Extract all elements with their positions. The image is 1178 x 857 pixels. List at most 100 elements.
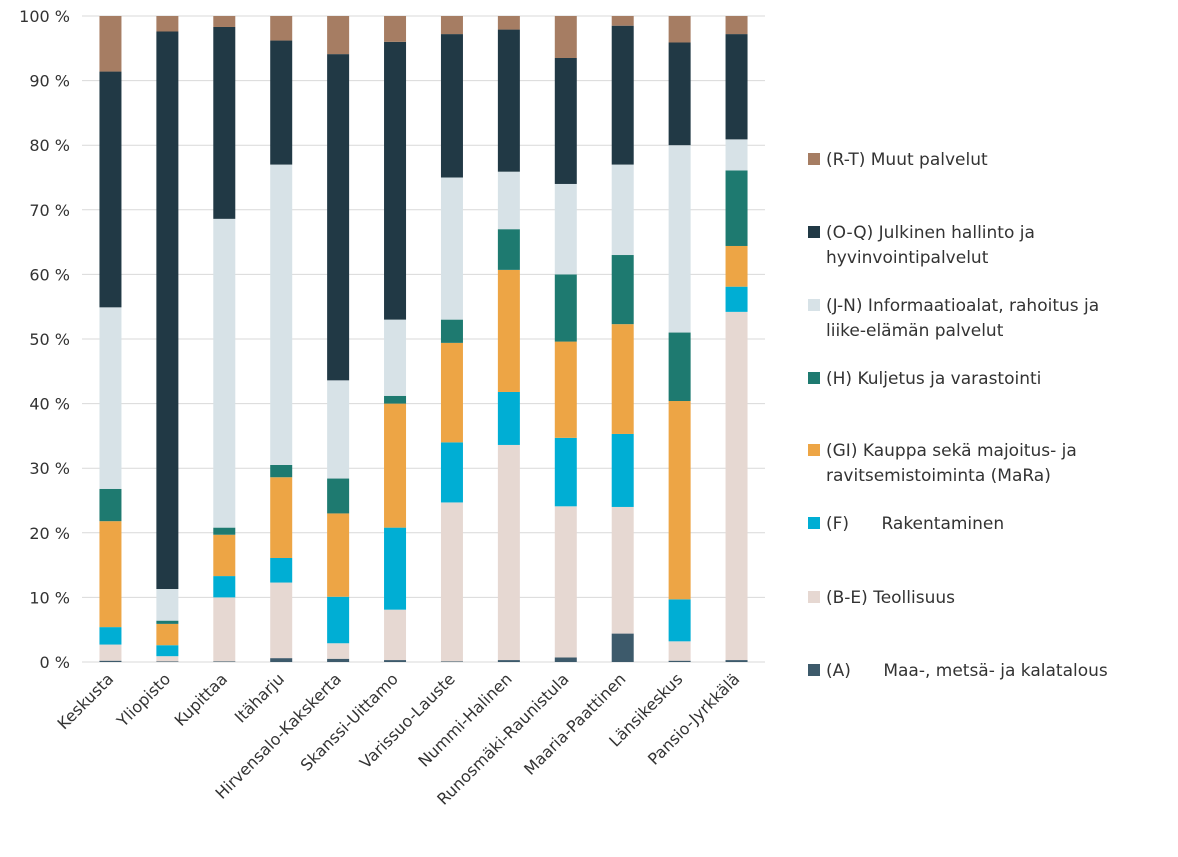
bar-segment [213, 661, 236, 662]
bar-segment [384, 660, 407, 662]
bar-segment [213, 26, 236, 219]
bar-segment [270, 16, 293, 41]
bar-segment [270, 477, 293, 558]
y-tick-label: 100 % [19, 7, 70, 26]
bar-segment [725, 311, 748, 661]
bar-segment [440, 16, 463, 35]
legend-label: liike-elämän palvelut [826, 321, 1004, 341]
bar-segment [497, 444, 520, 661]
legend-swatch [808, 372, 820, 384]
bar-segment [327, 596, 350, 644]
bar-segment [554, 506, 577, 658]
bar-segment [497, 269, 520, 392]
y-tick-label: 0 % [40, 653, 70, 672]
legend-item: (A) Maa-, metsä- ja kalatalous [808, 661, 1108, 681]
bar-segment [270, 464, 293, 478]
bar-segment [497, 391, 520, 445]
bar-segment [384, 527, 407, 610]
bar-5 [384, 16, 407, 662]
bar-segment [668, 599, 691, 642]
bar-segment [327, 513, 350, 597]
bar-segment [213, 576, 236, 598]
bar-segment [156, 16, 179, 32]
bar-segment [384, 41, 407, 320]
bar-segment [554, 57, 577, 184]
legend-item: (B-E) Teollisuus [808, 588, 955, 608]
bar-segment [440, 342, 463, 443]
bar-segment [611, 324, 634, 434]
bar-segment [554, 437, 577, 507]
bar-segment [668, 401, 691, 600]
bar-segment [99, 16, 122, 72]
legend-label: (H) Kuljetus ja varastointi [826, 369, 1041, 389]
bar-segment [725, 660, 748, 662]
bar-11 [725, 16, 748, 662]
bar-segment [99, 521, 122, 628]
bar-segment [611, 433, 634, 507]
legend-item: (J-N) Informaatioalat, rahoitus ja liike-… [808, 296, 1099, 341]
y-axis-ticks: 0 % 10 % 20 % 30 % 40 % 50 % 60 % 70 % 80 % 90 % 1… [19, 7, 70, 672]
bar-segment [156, 661, 179, 662]
bar-segment [725, 245, 748, 287]
bar-segment [384, 395, 407, 404]
legend-item: (GI) Kauppa sekä majoitus- ja ravitsemist… [808, 441, 1077, 486]
bar-segment [725, 139, 748, 171]
bar-segment [554, 16, 577, 58]
bar-segment [99, 644, 122, 661]
bar-segment [668, 641, 691, 661]
bar-segment [611, 25, 634, 165]
bar-segment [156, 623, 179, 646]
bar-segment [213, 16, 236, 27]
bar-segment [497, 171, 520, 230]
bar-segment [497, 660, 520, 662]
bar-segment [611, 633, 634, 662]
legend-swatch [808, 591, 820, 603]
bar-segment [668, 660, 691, 662]
bar-segment [611, 255, 634, 325]
bar-1 [156, 16, 179, 662]
x-tick-label: Varissuo-Lauste [356, 669, 459, 772]
bar-segment [725, 170, 748, 246]
bar-segment [327, 478, 350, 514]
bar-10 [668, 16, 691, 662]
bar-segment [156, 656, 179, 662]
bar-segment [668, 16, 691, 43]
x-tick-label: Yliopisto [112, 669, 174, 731]
bar-segment [327, 54, 350, 381]
bar-segment [99, 71, 122, 308]
y-tick-label: 80 % [29, 136, 70, 155]
bar-segment [213, 218, 236, 528]
bar-segment [99, 627, 122, 645]
bar-segment [440, 319, 463, 343]
bar-segment [213, 597, 236, 662]
bar-segment [440, 177, 463, 320]
y-tick-label: 70 % [29, 201, 70, 220]
bar-segment [384, 319, 407, 396]
legend-swatch [808, 444, 820, 456]
bar-segment [440, 34, 463, 178]
legend: (R-T) Muut palvelut (O-Q) Julkinen hallin… [808, 150, 1108, 681]
bar-segment [497, 29, 520, 172]
bar-segment [327, 643, 350, 659]
y-tick-label: 30 % [29, 459, 70, 478]
bar-segment [440, 442, 463, 503]
legend-item: (O-Q) Julkinen hallinto ja hyvinvointipal… [808, 223, 1035, 268]
x-tick-label: Skanssi-Uittamo [297, 669, 402, 774]
gridlines [82, 15, 765, 663]
legend-label: (J-N) Informaatioalat, rahoitus ja [826, 296, 1099, 316]
legend-label: (O-Q) Julkinen hallinto ja [826, 223, 1035, 243]
legend-label: (R-T) Muut palvelut [826, 150, 988, 170]
legend-swatch [808, 517, 820, 529]
legend-swatch [808, 299, 820, 311]
legend-swatch [808, 153, 820, 165]
bar-segment [611, 506, 634, 634]
y-tick-label: 50 % [29, 330, 70, 349]
y-tick-label: 20 % [29, 524, 70, 543]
bar-segment [270, 40, 293, 165]
legend-item: (F) Rakentaminen [808, 514, 1004, 534]
legend-label: (A) Maa-, metsä- ja kalatalous [826, 661, 1108, 681]
legend-label: ravitsemistoiminta (MaRa) [826, 466, 1051, 486]
bar-segment [668, 332, 691, 402]
bar-segment [213, 534, 236, 577]
